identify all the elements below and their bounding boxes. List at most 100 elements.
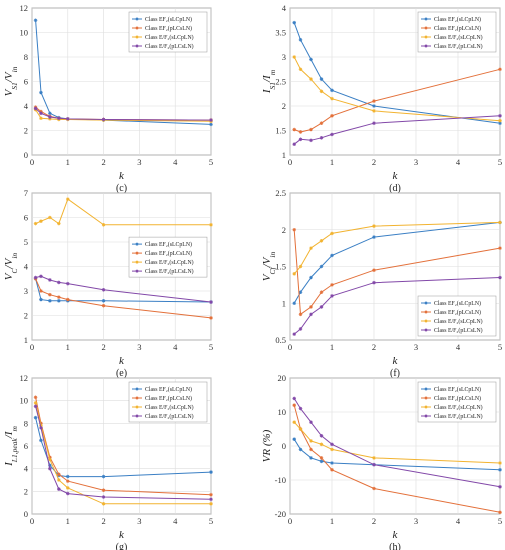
data-point xyxy=(33,275,38,280)
legend-label: Class EF₂(pLCsLN) xyxy=(145,250,192,257)
data-point xyxy=(101,287,106,292)
y-tick-label: 4 xyxy=(24,464,29,474)
y-tick-label: 20 xyxy=(278,373,287,383)
x-tick-label: 3 xyxy=(137,157,141,167)
data-point xyxy=(33,395,38,400)
data-point xyxy=(330,132,334,137)
chart-caption: (c) xyxy=(116,183,127,194)
data-point xyxy=(309,456,313,460)
data-point xyxy=(330,114,334,118)
y-tick-label: 7 xyxy=(24,188,28,198)
legend-label: Class EF₂(sLCpLN) xyxy=(434,300,481,307)
legend-marker xyxy=(424,396,428,400)
data-point xyxy=(101,303,106,308)
data-point xyxy=(292,437,296,441)
data-point xyxy=(498,246,502,250)
y-tick-label: 8 xyxy=(24,418,28,428)
x-tick-label: 0 xyxy=(30,157,34,167)
data-point xyxy=(101,495,106,499)
data-point xyxy=(292,272,296,276)
data-point xyxy=(498,114,502,118)
data-point xyxy=(372,462,376,467)
legend-label: Class EF₂(pLCsLN) xyxy=(145,25,192,32)
x-tick-label: 4 xyxy=(173,342,178,352)
y-tick-label: 4 xyxy=(24,101,29,111)
data-point xyxy=(298,264,303,269)
x-tick-label: 5 xyxy=(209,157,213,167)
y-tick-label: 8 xyxy=(24,52,28,62)
data-point xyxy=(319,77,324,81)
x-axis-label: k xyxy=(393,170,399,182)
y-tick-label: 10 xyxy=(20,396,29,406)
y-tick-label: 6 xyxy=(24,77,28,87)
y-tick-label: 0.5 xyxy=(275,335,286,345)
x-tick-label: 3 xyxy=(414,157,418,167)
data-point xyxy=(209,502,213,506)
legend-label: Class E/F₂(sLCpLN) xyxy=(145,404,194,411)
data-point xyxy=(33,18,38,23)
legend-marker xyxy=(424,35,428,39)
legend-marker xyxy=(135,396,139,400)
legend-marker xyxy=(135,269,139,273)
x-tick-label: 4 xyxy=(456,157,461,167)
y-axis-label: VS1/Vin xyxy=(3,66,19,96)
y-tick-label: 3 xyxy=(24,286,28,296)
legend: Class EF₂(sLCpLN) Class EF₂(pLCsLN) Class … xyxy=(128,381,208,423)
data-point xyxy=(319,264,324,269)
chart-caption: (f) xyxy=(390,368,400,379)
data-point xyxy=(39,111,43,116)
data-point xyxy=(319,459,324,464)
data-point xyxy=(39,289,43,293)
x-axis-label: k xyxy=(393,529,399,541)
x-tick-label: 3 xyxy=(414,342,418,352)
data-point xyxy=(498,275,502,280)
data-point xyxy=(330,447,334,452)
y-tick-label: 2.5 xyxy=(275,77,286,87)
legend: Class EF₂(sLCpLN) Class EF₂(pLCsLN) Class … xyxy=(417,295,497,337)
x-tick-label: 3 xyxy=(137,516,141,526)
legend-marker xyxy=(424,310,428,314)
x-tick-label: 1 xyxy=(330,157,334,167)
data-point xyxy=(66,479,70,483)
data-point xyxy=(57,478,61,482)
legend-marker xyxy=(135,260,139,264)
data-point xyxy=(309,57,313,62)
legend-label: Class EF₂(sLCpLN) xyxy=(145,241,192,248)
data-point xyxy=(209,470,213,474)
data-point xyxy=(57,487,61,491)
data-point xyxy=(48,278,52,282)
x-tick-label: 2 xyxy=(372,342,376,352)
data-point xyxy=(330,468,334,472)
y-tick-label: 1 xyxy=(282,150,286,160)
legend-label: Class E/F₂(sLCpLN) xyxy=(434,34,483,41)
y-tick-label: 6 xyxy=(24,441,28,451)
x-tick-label: 2 xyxy=(372,516,376,526)
data-point xyxy=(309,447,313,452)
data-point xyxy=(298,312,303,317)
x-tick-label: 2 xyxy=(101,516,105,526)
data-point xyxy=(292,227,296,232)
legend-marker xyxy=(135,405,139,409)
data-point xyxy=(298,427,303,431)
legend-label: Class E/F₂(sLCpLN) xyxy=(145,34,194,41)
x-tick-label: 1 xyxy=(330,516,334,526)
data-point xyxy=(319,136,324,140)
data-point xyxy=(498,121,502,125)
legend-label: Class E/F₂(pLCsLN) xyxy=(434,413,483,420)
legend-label: Class EF₂(pLCsLN) xyxy=(434,309,481,316)
x-tick-label: 2 xyxy=(372,157,376,167)
legend-label: Class EF₂(pLCsLN) xyxy=(434,25,481,32)
data-point xyxy=(330,96,334,101)
data-point xyxy=(33,221,38,226)
data-point xyxy=(319,434,324,438)
y-tick-label: 1 xyxy=(24,335,28,345)
legend-label: Class E/F₂(pLCsLN) xyxy=(145,268,194,275)
x-tick-label: 4 xyxy=(173,516,178,526)
data-point xyxy=(292,127,296,132)
data-point xyxy=(372,280,376,285)
legend-marker xyxy=(135,242,139,246)
data-point xyxy=(66,281,70,286)
data-point xyxy=(330,283,334,287)
